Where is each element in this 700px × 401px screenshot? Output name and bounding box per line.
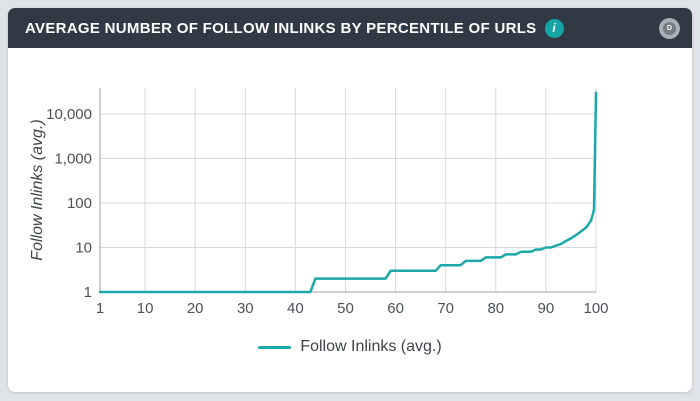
svg-text:80: 80: [487, 300, 504, 317]
page-title: AVERAGE NUMBER OF FOLLOW INLINKS BY PERC…: [25, 19, 537, 37]
svg-text:30: 30: [237, 300, 254, 317]
legend-label: Follow Inlinks (avg.): [300, 338, 442, 355]
card-header: AVERAGE NUMBER OF FOLLOW INLINKS BY PERC…: [8, 8, 692, 48]
svg-text:1: 1: [84, 284, 92, 301]
svg-text:50: 50: [337, 300, 354, 317]
axes: [99, 88, 596, 293]
y-tick-labels: 1 10 100 1,000 10,000: [46, 106, 92, 301]
grid-lines: [99, 88, 597, 292]
databox-logo-icon: D: [663, 21, 676, 35]
svg-text:90: 90: [538, 300, 555, 317]
legend-line-swatch: [258, 345, 292, 349]
x-tick-labels: 1 10 20 30 40 50 60 70 80 90 100: [96, 300, 609, 317]
series-line: [98, 91, 598, 294]
svg-text:60: 60: [387, 300, 404, 317]
info-icon-glyph: i: [552, 21, 556, 35]
svg-text:100: 100: [583, 300, 608, 317]
svg-text:10,000: 10,000: [46, 106, 92, 123]
widget-handle-button[interactable]: D: [659, 17, 680, 39]
svg-text:1: 1: [96, 300, 104, 317]
svg-text:1,000: 1,000: [54, 151, 92, 168]
svg-text:70: 70: [437, 300, 454, 317]
svg-text:10: 10: [137, 300, 154, 317]
chart-legend: Follow Inlinks (avg.): [8, 338, 692, 356]
svg-text:20: 20: [187, 300, 204, 317]
info-icon[interactable]: i: [544, 18, 564, 38]
chart-area: Follow Inlinks (avg.) 1 10 20 30 40 50 60 70 80 9…: [8, 48, 692, 392]
svg-text:10: 10: [75, 240, 92, 257]
svg-text:100: 100: [67, 195, 92, 212]
svg-text:40: 40: [287, 300, 304, 317]
dashboard-card: AVERAGE NUMBER OF FOLLOW INLINKS BY PERC…: [8, 8, 692, 392]
